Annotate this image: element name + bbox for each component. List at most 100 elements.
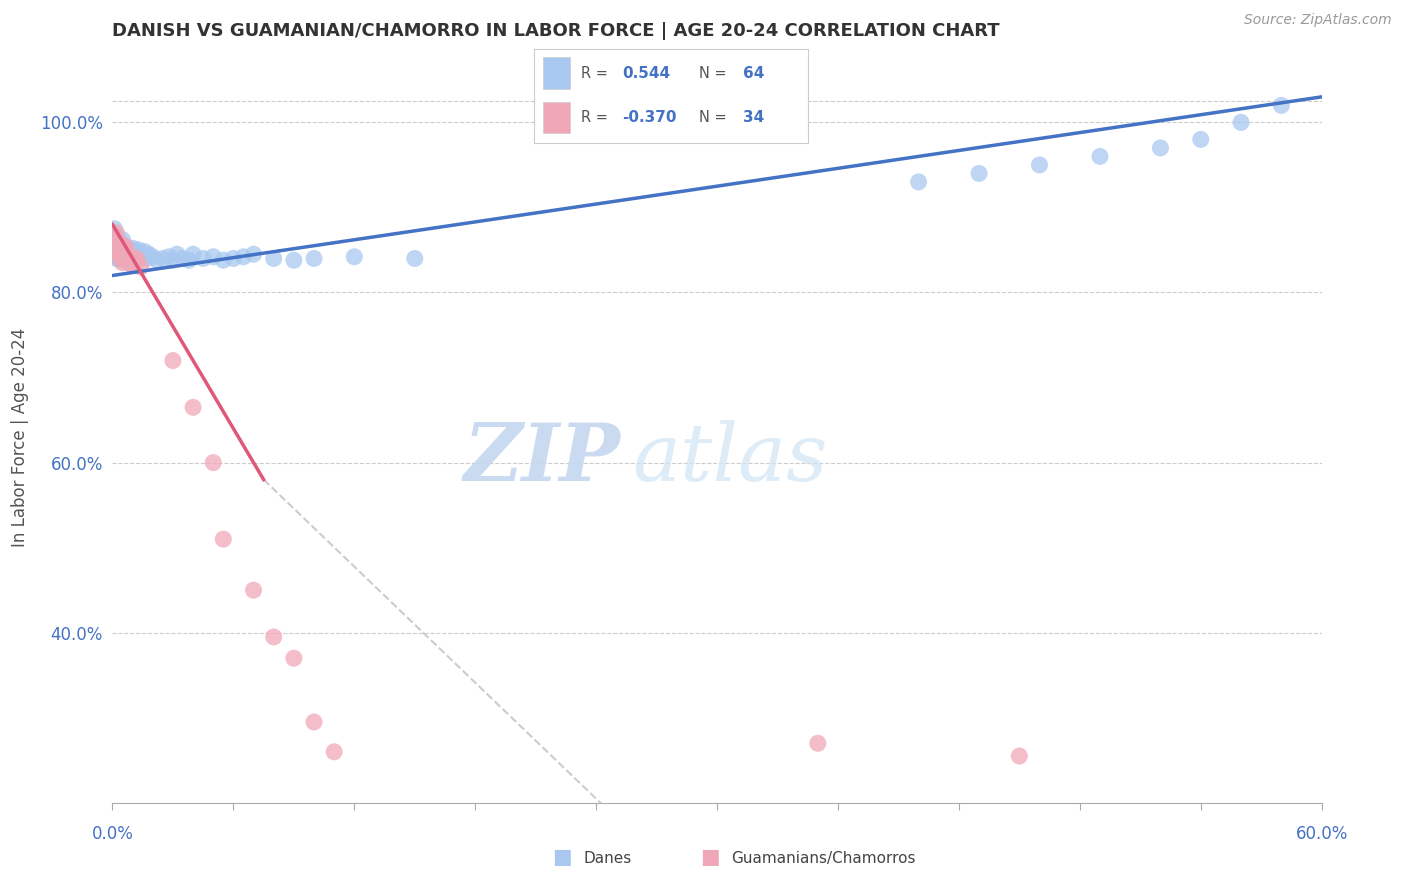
Point (105, 230, 128, 244)
Point (110, 243, 132, 257)
Point (107, 247, 129, 261)
Point (111, 238, 134, 252)
Point (1230, 115, 1253, 129)
Point (114, 252, 136, 266)
Text: 34: 34 (742, 110, 763, 125)
Text: R =: R = (581, 66, 613, 81)
Point (1088, 149, 1111, 163)
Point (212, 532, 235, 546)
Point (111, 256, 134, 270)
Point (222, 252, 245, 266)
Text: Danes: Danes (583, 852, 631, 866)
Point (263, 630, 285, 644)
Point (134, 244, 156, 259)
Point (111, 243, 134, 257)
Text: 64: 64 (742, 66, 763, 81)
Point (121, 258, 143, 272)
Point (212, 253, 235, 268)
Point (129, 247, 152, 261)
FancyBboxPatch shape (543, 102, 569, 134)
Point (125, 256, 148, 270)
Point (404, 252, 426, 266)
Point (1189, 132, 1212, 146)
Point (117, 247, 139, 261)
Text: DANISH VS GUAMANIAN/CHAMORRO IN LABOR FORCE | AGE 20-24 CORRELATION CHART: DANISH VS GUAMANIAN/CHAMORRO IN LABOR FO… (112, 22, 1000, 40)
Point (125, 249, 148, 263)
Point (105, 252, 128, 266)
Text: ■: ■ (700, 847, 720, 867)
Point (111, 238, 134, 252)
Point (202, 250, 225, 264)
Point (202, 456, 225, 470)
Point (114, 238, 136, 252)
Point (121, 247, 143, 261)
Point (138, 247, 160, 261)
Text: Guamanians/Chamorros: Guamanians/Chamorros (731, 852, 915, 866)
Point (191, 252, 214, 266)
Text: -0.370: -0.370 (621, 110, 676, 125)
Point (132, 250, 155, 264)
Point (166, 247, 188, 261)
Point (111, 250, 134, 264)
Point (115, 247, 138, 261)
Point (103, 230, 125, 244)
Point (115, 243, 138, 257)
Point (103, 235, 125, 249)
Point (114, 247, 136, 261)
Point (105, 243, 128, 257)
Text: atlas: atlas (633, 420, 828, 498)
Text: R =: R = (581, 110, 613, 125)
Point (125, 252, 148, 266)
Point (1008, 749, 1031, 764)
Point (152, 252, 174, 266)
Point (323, 745, 346, 759)
Point (107, 252, 129, 266)
Point (283, 253, 305, 268)
Text: N =: N = (699, 66, 731, 81)
Point (114, 238, 136, 252)
Point (135, 252, 157, 266)
Point (117, 256, 139, 270)
Text: 0.544: 0.544 (621, 66, 671, 81)
Point (177, 253, 200, 268)
Point (157, 250, 180, 264)
Point (343, 250, 366, 264)
Point (124, 253, 146, 268)
Point (115, 252, 138, 266)
Point (232, 250, 254, 264)
Text: ■: ■ (553, 847, 572, 867)
Point (107, 238, 129, 252)
Point (146, 253, 169, 268)
Point (111, 244, 134, 259)
Text: 60.0%: 60.0% (1295, 825, 1348, 843)
Point (110, 247, 132, 261)
Point (142, 250, 165, 264)
Point (120, 253, 142, 268)
Point (302, 252, 325, 266)
Point (1149, 141, 1171, 155)
Point (110, 236, 132, 251)
Point (129, 260, 152, 274)
Point (242, 583, 264, 598)
Text: ZIP: ZIP (464, 420, 620, 498)
Point (107, 233, 129, 247)
Point (162, 253, 184, 268)
Y-axis label: In Labor Force | Age 20-24: In Labor Force | Age 20-24 (11, 327, 28, 547)
Text: 0.0%: 0.0% (91, 825, 134, 843)
Point (807, 736, 830, 750)
Point (172, 252, 194, 266)
Point (121, 252, 143, 266)
Point (117, 252, 139, 266)
Text: N =: N = (699, 110, 731, 125)
Point (111, 233, 134, 247)
Point (110, 252, 132, 266)
Point (302, 714, 325, 729)
Point (115, 241, 138, 255)
Point (114, 244, 136, 259)
Point (103, 221, 125, 235)
Point (105, 243, 128, 257)
Point (107, 238, 129, 252)
Point (181, 401, 204, 415)
Point (110, 253, 132, 268)
Point (181, 247, 204, 261)
